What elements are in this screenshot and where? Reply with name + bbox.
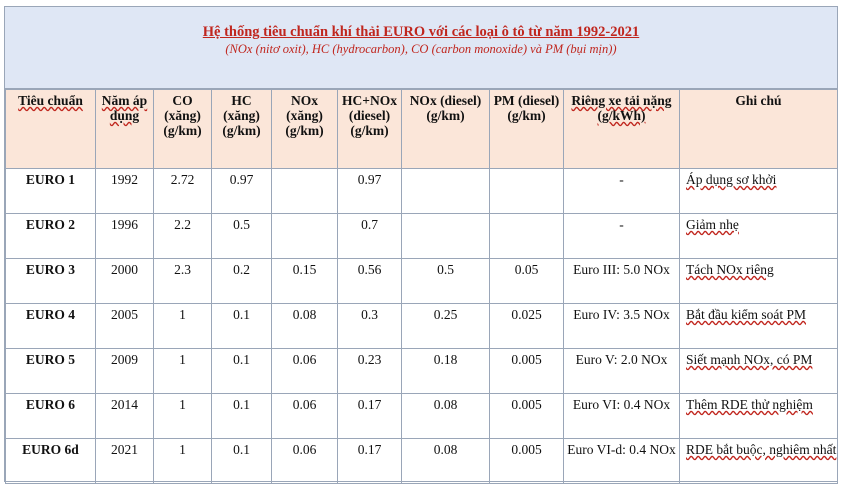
cell-notes: Tách NOx riêng [679, 258, 838, 304]
cell-heavy-truck: Euro VI-d: 0.4 NOx [563, 438, 680, 484]
cell-year: 1996 [95, 213, 154, 259]
cell-nox-petrol: 0.15 [271, 258, 338, 304]
cell-co-petrol: 2.3 [153, 258, 212, 304]
cell-pm-diesel: 0.05 [489, 258, 564, 304]
cell-hcnox-diesel: 0.17 [337, 393, 402, 439]
cell-hcnox-diesel: 0.3 [337, 303, 402, 349]
cell-standard: EURO 1 [5, 168, 96, 214]
header-notes: Ghi chú [679, 89, 838, 169]
document-title: Hệ thống tiêu chuẩn khí thải EURO với cá… [202, 24, 640, 40]
cell-heavy-truck: Euro III: 5.0 NOx [563, 258, 680, 304]
header-hc-petrol: HC (xăng) (g/km) [211, 89, 272, 169]
table-row: EURO 2 1996 2.2 0.5 0.7 - Giảm nhẹ [5, 213, 838, 259]
cell-pm-diesel: 0.025 [489, 303, 564, 349]
table-row: EURO 4 2005 1 0.1 0.08 0.3 0.25 0.025 Eu… [5, 303, 838, 349]
table-row: EURO 6d 2021 1 0.1 0.06 0.17 0.08 0.005 … [5, 438, 838, 484]
header-standard: Tiêu chuẩn [5, 89, 96, 169]
cell-nox-diesel: 0.08 [401, 393, 490, 439]
cell-co-petrol: 2.2 [153, 213, 212, 259]
cell-standard: EURO 2 [5, 213, 96, 259]
cell-hc-petrol: 0.5 [211, 213, 272, 259]
cell-heavy-truck: - [563, 213, 680, 259]
cell-nox-petrol: 0.06 [271, 438, 338, 484]
cell-standard: EURO 5 [5, 348, 96, 394]
header-year: Năm áp dụng [95, 89, 154, 169]
cell-year: 2005 [95, 303, 154, 349]
table-row: EURO 3 2000 2.3 0.2 0.15 0.56 0.5 0.05 E… [5, 258, 838, 304]
cell-hc-petrol: 0.1 [211, 348, 272, 394]
cell-pm-diesel: 0.005 [489, 348, 564, 394]
table-header-row: Tiêu chuẩn Năm áp dụng CO (xăng) (g/km) … [5, 89, 838, 169]
cell-co-petrol: 2.72 [153, 168, 212, 214]
cell-notes: Áp dụng sơ khởi [679, 168, 838, 214]
table-row: EURO 6 2014 1 0.1 0.06 0.17 0.08 0.005 E… [5, 393, 838, 439]
cell-notes: Bắt đầu kiểm soát PM [679, 303, 838, 349]
cell-year: 2000 [95, 258, 154, 304]
cell-co-petrol: 1 [153, 348, 212, 394]
document-frame: Hệ thống tiêu chuẩn khí thải EURO với cá… [4, 6, 838, 484]
cell-year: 2009 [95, 348, 154, 394]
header-nox-petrol: NOx (xăng) (g/km) [271, 89, 338, 169]
cell-heavy-truck: - [563, 168, 680, 214]
cell-hcnox-diesel: 0.23 [337, 348, 402, 394]
cell-hcnox-diesel: 0.7 [337, 213, 402, 259]
header-hcnox-diesel: HC+NOx (diesel) (g/km) [337, 89, 402, 169]
cell-nox-diesel [401, 168, 490, 214]
document-subtitle: (NOx (nitơ oxit), HC (hydrocarbon), CO (… [225, 42, 617, 56]
cell-pm-diesel: 0.005 [489, 393, 564, 439]
cell-notes: RDE bắt buộc, nghiêm nhất [679, 438, 838, 484]
cell-nox-diesel: 0.25 [401, 303, 490, 349]
cell-heavy-truck: Euro V: 2.0 NOx [563, 348, 680, 394]
cell-hc-petrol: 0.1 [211, 303, 272, 349]
table-row: EURO 5 2009 1 0.1 0.06 0.23 0.18 0.005 E… [5, 348, 838, 394]
cell-hcnox-diesel: 0.97 [337, 168, 402, 214]
cell-heavy-truck: Euro IV: 3.5 NOx [563, 303, 680, 349]
cell-nox-petrol: 0.08 [271, 303, 338, 349]
cell-pm-diesel [489, 213, 564, 259]
cell-hc-petrol: 0.1 [211, 393, 272, 439]
emission-standards-table: Tiêu chuẩn Năm áp dụng CO (xăng) (g/km) … [5, 89, 838, 484]
cell-notes: Thêm RDE thử nghiệm [679, 393, 838, 439]
cell-year: 1992 [95, 168, 154, 214]
table-row: EURO 1 1992 2.72 0.97 0.97 - Áp dụng sơ … [5, 168, 838, 214]
cell-nox-petrol: 0.06 [271, 348, 338, 394]
cell-nox-diesel [401, 213, 490, 259]
cell-co-petrol: 1 [153, 303, 212, 349]
cell-nox-petrol: 0.06 [271, 393, 338, 439]
cell-pm-diesel: 0.005 [489, 438, 564, 484]
cell-nox-diesel: 0.18 [401, 348, 490, 394]
cell-nox-petrol [271, 213, 338, 259]
cell-year: 2021 [95, 438, 154, 484]
header-heavy-truck: Riêng xe tải nặng (g/kWh) [563, 89, 680, 169]
cell-standard: EURO 4 [5, 303, 96, 349]
cell-standard: EURO 3 [5, 258, 96, 304]
cell-heavy-truck: Euro VI: 0.4 NOx [563, 393, 680, 439]
title-band: Hệ thống tiêu chuẩn khí thải EURO với cá… [5, 7, 837, 89]
cell-hcnox-diesel: 0.17 [337, 438, 402, 484]
header-co-petrol: CO (xăng) (g/km) [153, 89, 212, 169]
cell-co-petrol: 1 [153, 438, 212, 484]
cell-co-petrol: 1 [153, 393, 212, 439]
cell-nox-petrol [271, 168, 338, 214]
cell-standard: EURO 6 [5, 393, 96, 439]
cell-nox-diesel: 0.08 [401, 438, 490, 484]
header-nox-diesel: NOx (diesel) (g/km) [401, 89, 490, 169]
cell-notes: Siết mạnh NOx, có PM [679, 348, 838, 394]
cell-nox-diesel: 0.5 [401, 258, 490, 304]
cell-pm-diesel [489, 168, 564, 214]
cell-standard: EURO 6d [5, 438, 96, 484]
cell-hc-petrol: 0.97 [211, 168, 272, 214]
cell-notes: Giảm nhẹ [679, 213, 838, 259]
cell-year: 2014 [95, 393, 154, 439]
cell-hc-petrol: 0.1 [211, 438, 272, 484]
cell-hc-petrol: 0.2 [211, 258, 272, 304]
cell-hcnox-diesel: 0.56 [337, 258, 402, 304]
header-pm-diesel: PM (diesel) (g/km) [489, 89, 564, 169]
